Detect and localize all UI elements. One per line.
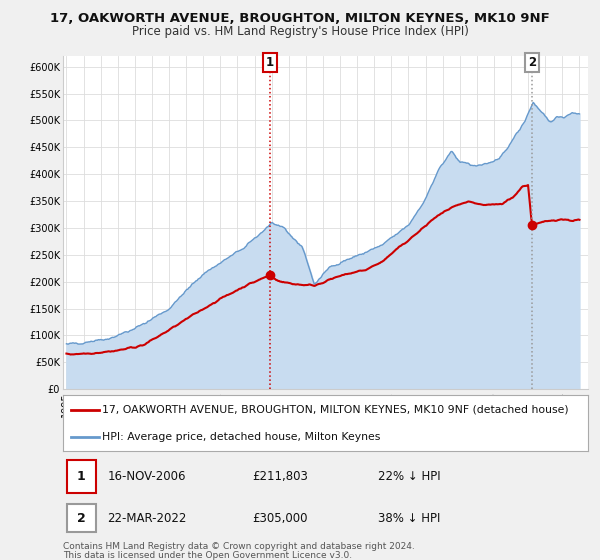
Text: 38% ↓ HPI: 38% ↓ HPI (378, 512, 440, 525)
Text: 16-NOV-2006: 16-NOV-2006 (107, 470, 186, 483)
Text: 1: 1 (266, 56, 274, 69)
Text: 22% ↓ HPI: 22% ↓ HPI (378, 470, 440, 483)
Text: 17, OAKWORTH AVENUE, BROUGHTON, MILTON KEYNES, MK10 9NF: 17, OAKWORTH AVENUE, BROUGHTON, MILTON K… (50, 12, 550, 25)
Text: HPI: Average price, detached house, Milton Keynes: HPI: Average price, detached house, Milt… (103, 432, 381, 442)
FancyBboxPatch shape (67, 460, 96, 493)
Text: £211,803: £211,803 (252, 470, 308, 483)
FancyBboxPatch shape (67, 505, 96, 532)
Text: This data is licensed under the Open Government Licence v3.0.: This data is licensed under the Open Gov… (63, 551, 352, 560)
Text: Price paid vs. HM Land Registry's House Price Index (HPI): Price paid vs. HM Land Registry's House … (131, 25, 469, 38)
Text: Contains HM Land Registry data © Crown copyright and database right 2024.: Contains HM Land Registry data © Crown c… (63, 542, 415, 550)
Text: 2: 2 (528, 56, 536, 69)
Text: 17, OAKWORTH AVENUE, BROUGHTON, MILTON KEYNES, MK10 9NF (detached house): 17, OAKWORTH AVENUE, BROUGHTON, MILTON K… (103, 405, 569, 415)
Text: 22-MAR-2022: 22-MAR-2022 (107, 512, 187, 525)
Text: £305,000: £305,000 (252, 512, 308, 525)
Text: 2: 2 (77, 512, 86, 525)
Text: 1: 1 (77, 470, 86, 483)
